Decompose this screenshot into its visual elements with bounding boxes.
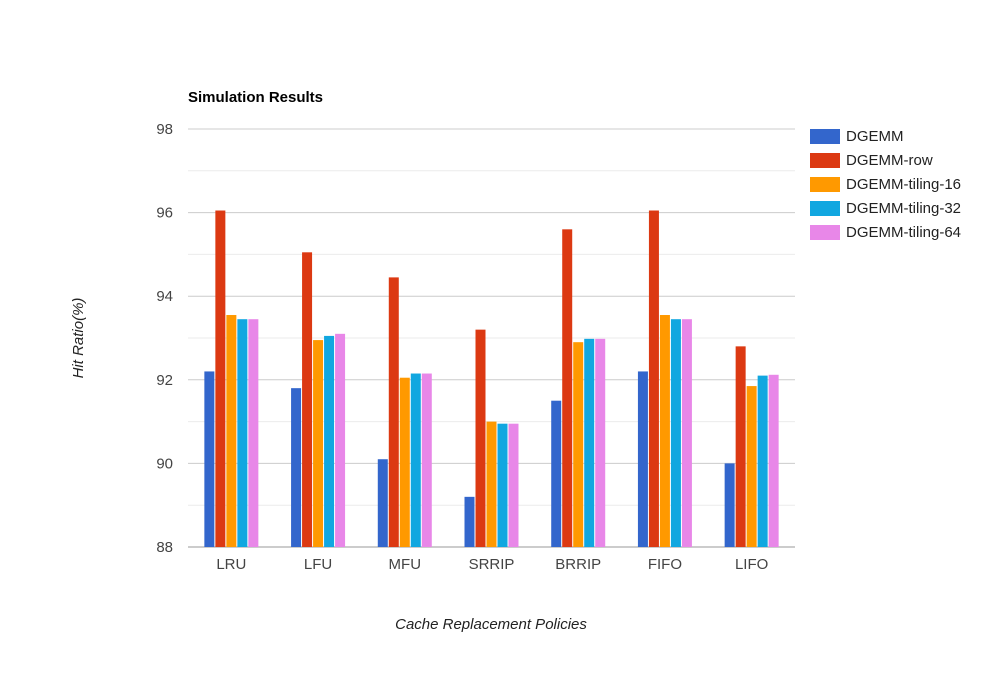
y-tick-label: 94: [156, 288, 173, 305]
bar-dgemm-tiling-64-mfu: [421, 373, 432, 547]
bar-dgemm-row-mfu: [388, 277, 399, 547]
bar-dgemm-tiling-16-brrip: [573, 342, 584, 547]
y-axis-title: Hit Ratio(%): [70, 298, 87, 379]
legend-label: DGEMM-tiling-32: [846, 200, 961, 217]
bar-dgemm-tiling-16-fifo: [659, 315, 670, 547]
bar-dgemm-tiling-64-lru: [248, 319, 259, 547]
bar-dgemm-row-srrip: [475, 329, 486, 547]
bar-dgemm-tiling-64-fifo: [681, 319, 692, 547]
x-tick-label: FIFO: [648, 556, 682, 573]
gridlines: [188, 128, 795, 548]
legend-swatch: [810, 201, 840, 216]
bar-dgemm-tiling-32-lifo: [757, 375, 768, 547]
bar-dgemm-tiling-32-brrip: [584, 338, 595, 547]
bar-dgemm-row-lifo: [735, 346, 746, 547]
bar-dgemm-tiling-32-lru: [237, 319, 248, 547]
x-axis-title: Cache Replacement Policies: [395, 616, 587, 633]
x-axis-ticks: LRU LFU MFU SRRIP BRRIP FIFO LIFO: [216, 556, 768, 573]
x-tick-label: SRRIP: [469, 556, 515, 573]
y-tick-label: 96: [156, 205, 173, 222]
legend: DGEMM DGEMM-row DGEMM-tiling-16 DGEMM-tilin…: [810, 128, 961, 241]
bar-dgemm-tiling-32-mfu: [410, 373, 421, 547]
bar-dgemm-lfu: [291, 388, 302, 547]
chart-title: Simulation Results: [188, 89, 323, 106]
bar-dgemm-row-fifo: [648, 210, 659, 547]
y-axis-ticks: 88 90 92 94 96 98: [156, 121, 173, 556]
legend-label: DGEMM-tiling-16: [846, 176, 961, 193]
x-tick-label: MFU: [389, 556, 422, 573]
bar-dgemm-row-lfu: [302, 252, 313, 547]
bar-dgemm-tiling-16-mfu: [399, 377, 410, 547]
bar-dgemm-row-lru: [215, 210, 226, 547]
bar-dgemm-row-brrip: [562, 229, 573, 547]
bar-dgemm-brrip: [551, 400, 562, 547]
bar-dgemm-lifo: [724, 463, 735, 547]
bar-dgemm-tiling-64-srrip: [508, 423, 519, 547]
bar-dgemm-tiling-64-brrip: [595, 338, 606, 547]
bar-dgemm-lru: [204, 371, 215, 547]
y-tick-label: 90: [156, 455, 173, 472]
x-tick-label: LIFO: [735, 556, 768, 573]
x-tick-label: LRU: [216, 556, 246, 573]
bar-dgemm-srrip: [464, 496, 475, 547]
bar-dgemm-tiling-32-srrip: [497, 423, 508, 547]
legend-label: DGEMM: [846, 128, 904, 145]
bar-dgemm-tiling-16-srrip: [486, 421, 497, 547]
legend-swatch: [810, 129, 840, 144]
bar-dgemm-tiling-64-lfu: [335, 333, 346, 547]
legend-swatch: [810, 153, 840, 168]
bar-dgemm-tiling-64-lifo: [768, 374, 779, 547]
y-tick-label: 92: [156, 372, 173, 389]
y-tick-label: 88: [156, 539, 173, 556]
legend-swatch: [810, 225, 840, 240]
bar-dgemm-fifo: [637, 371, 648, 547]
bar-dgemm-tiling-16-lifo: [746, 386, 757, 547]
legend-swatch: [810, 177, 840, 192]
x-tick-label: LFU: [304, 556, 332, 573]
bar-dgemm-tiling-16-lru: [226, 315, 237, 547]
x-tick-label: BRRIP: [555, 556, 601, 573]
bars: [204, 210, 779, 547]
y-tick-label: 98: [156, 121, 173, 138]
bar-dgemm-mfu: [377, 459, 388, 547]
bar-dgemm-tiling-16-lfu: [313, 340, 324, 547]
bar-dgemm-tiling-32-fifo: [670, 319, 681, 547]
legend-label: DGEMM-tiling-64: [846, 224, 961, 241]
bar-dgemm-tiling-32-lfu: [324, 335, 335, 547]
legend-label: DGEMM-row: [846, 152, 933, 169]
